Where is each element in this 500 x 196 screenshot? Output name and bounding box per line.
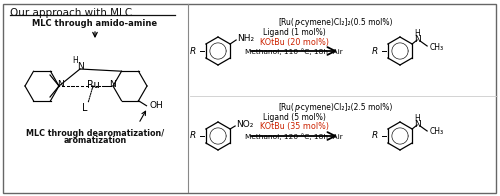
Text: L: L	[82, 103, 88, 113]
Text: MLC through amido-amine: MLC through amido-amine	[32, 19, 158, 28]
Text: Ligand (5 mol%): Ligand (5 mol%)	[262, 113, 326, 122]
Text: [Ru(: [Ru(	[278, 103, 294, 112]
Text: KOtBu (35 mol%): KOtBu (35 mol%)	[260, 122, 328, 132]
Text: Our approach with MLC: Our approach with MLC	[10, 8, 132, 18]
Text: NH₂: NH₂	[237, 34, 254, 43]
Text: OH: OH	[150, 101, 163, 110]
Text: N: N	[414, 120, 420, 129]
Text: N: N	[56, 80, 64, 89]
Text: R: R	[372, 46, 378, 55]
Text: Methanol, 110 °C, 18h, Air: Methanol, 110 °C, 18h, Air	[245, 49, 343, 55]
Text: p: p	[294, 17, 299, 26]
Text: [Ru(: [Ru(	[278, 17, 294, 26]
Text: aromatization: aromatization	[64, 136, 126, 145]
Text: N: N	[414, 34, 420, 44]
Text: H: H	[414, 28, 420, 37]
FancyBboxPatch shape	[3, 4, 496, 193]
Text: R: R	[190, 46, 196, 55]
Text: N: N	[108, 80, 116, 89]
Text: CH₃: CH₃	[430, 43, 444, 52]
Text: MLC through dearomatization/: MLC through dearomatization/	[26, 129, 164, 138]
Text: p: p	[294, 103, 299, 112]
Text: -cymene)Cl₂]₂(2.5 mol%): -cymene)Cl₂]₂(2.5 mol%)	[298, 103, 392, 112]
Text: Methanol, 120 °C, 18h, Air: Methanol, 120 °C, 18h, Air	[245, 134, 343, 140]
Text: R: R	[372, 132, 378, 141]
Text: NO₂: NO₂	[236, 120, 254, 129]
Text: N: N	[78, 62, 84, 71]
Text: Ligand (1 mol%): Ligand (1 mol%)	[262, 27, 326, 36]
Text: R: R	[190, 132, 196, 141]
Text: H: H	[72, 55, 78, 64]
Text: Ru: Ru	[86, 80, 100, 90]
Text: KOtBu (20 mol%): KOtBu (20 mol%)	[260, 37, 328, 46]
Text: CH₃: CH₃	[430, 128, 444, 136]
Text: -cymene)Cl₂]₂(0.5 mol%): -cymene)Cl₂]₂(0.5 mol%)	[298, 17, 392, 26]
Text: H: H	[414, 113, 420, 122]
